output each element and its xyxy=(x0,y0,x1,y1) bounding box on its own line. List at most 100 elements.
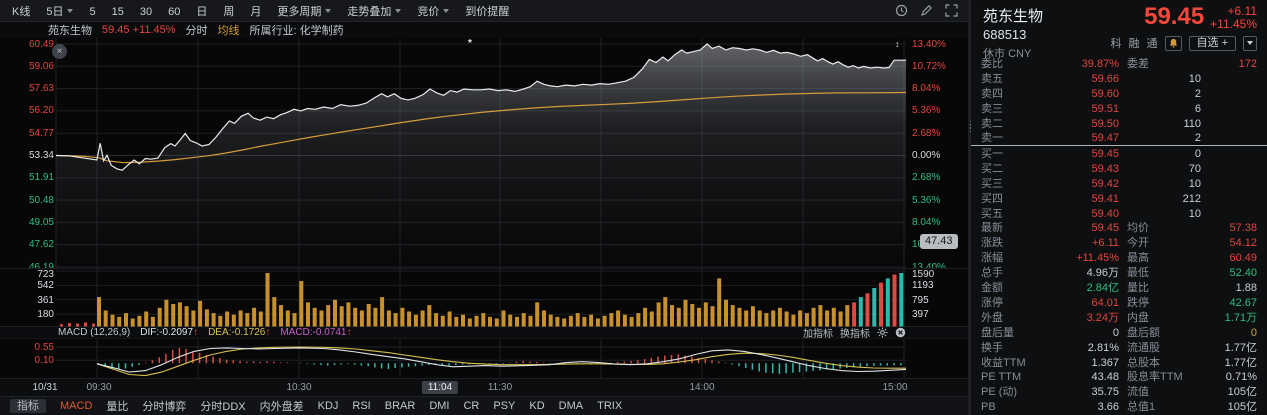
stock-name: 苑东生物 xyxy=(983,8,1044,25)
dif-line xyxy=(96,347,907,373)
legend-avg-label[interactable]: 均线 xyxy=(217,25,240,37)
order-book-row-卖二[interactable]: 卖二 59.50 110 xyxy=(981,118,1201,131)
stat-row-PE TTM: PE TTM 43.48 股息率TTM 0.71% xyxy=(981,371,1257,384)
chart-legend-row: 苑东生物 59.45 +11.45% 分时 均线 所属行业: 化学制药 xyxy=(0,22,968,38)
weibi-row: 委比 39.87% 委差 172 xyxy=(981,58,1257,71)
switch-indicator-button[interactable]: 换指标 xyxy=(840,329,870,340)
time-label-14:00: 14:00 xyxy=(689,382,715,393)
stat-row-盘后量: 盘后量 0 盘后额 0 xyxy=(981,326,1257,339)
last-price: 59.45 xyxy=(1144,3,1205,30)
chevron-down-icon xyxy=(443,8,450,13)
price-change: +6.11 +11.45% xyxy=(1210,4,1257,31)
add-indicator-button[interactable]: 加指标 xyxy=(803,329,833,340)
tab-KDJ[interactable]: KDJ xyxy=(317,400,339,412)
order-book-row-买四[interactable]: 买四 59.41 212 xyxy=(981,192,1201,205)
tab-DMI[interactable]: DMI xyxy=(429,400,450,412)
tab-指标[interactable]: 指标 xyxy=(10,399,46,413)
close-overlay-icon[interactable]: × xyxy=(52,44,67,59)
order-book-row-买五[interactable]: 买五 59.40 10 xyxy=(981,207,1201,220)
toolbar-item-周[interactable]: 周 xyxy=(223,5,235,18)
time-axis: 10/31 09:30 10:30 11:04 11:30 14:00 15:00 xyxy=(0,378,968,396)
order-book-row-卖一[interactable]: 卖一 59.47 2 xyxy=(971,132,1267,147)
stat-row-涨幅: 涨幅 +11.45% 最高 60.49 xyxy=(981,252,1257,265)
badge-通: 通 xyxy=(1146,38,1158,50)
add-watchlist-button[interactable]: 自选 + xyxy=(1188,35,1236,51)
period-items: K线 5日 5 15 30 60 日 周 月 更多周期 走势叠加 竞价 到价提醒 xyxy=(12,2,525,20)
volume-bars xyxy=(97,273,904,327)
chevron-down-icon xyxy=(325,8,332,13)
legend-industry[interactable]: 所属行业: 化学制药 xyxy=(249,25,344,37)
event-star-marker: * xyxy=(468,38,472,49)
stock-badges: 科融通 自选 + xyxy=(1111,35,1257,51)
tab-TRIX[interactable]: TRIX xyxy=(597,400,623,412)
order-book-row-卖五[interactable]: 卖五 59.66 10 xyxy=(981,73,1201,86)
tab-RSI[interactable]: RSI xyxy=(352,400,371,412)
axis-value-badge: 47.43 xyxy=(920,234,958,249)
order-book-row-卖四[interactable]: 卖四 59.60 2 xyxy=(981,88,1201,101)
badge-融: 融 xyxy=(1128,38,1140,50)
watchlist-dropdown-button[interactable] xyxy=(1243,35,1257,51)
macd-pane[interactable]: 0.55 0.10 xyxy=(0,339,968,378)
chart-column: K线 5日 5 15 30 60 日 周 月 更多周期 走势叠加 竞价 到价提醒 苑东生物 59.45 … xyxy=(0,0,968,415)
order-book-row-买二[interactable]: 买二 59.43 70 xyxy=(981,162,1201,175)
toolbar-item-更多周期[interactable]: 更多周期 xyxy=(277,3,332,19)
tab-PSY[interactable]: PSY xyxy=(493,400,516,412)
divider-grip-icon[interactable]: ⋮ ⋮ xyxy=(966,119,975,133)
order-book-row-买一[interactable]: 买一 59.45 0 xyxy=(981,147,1201,160)
toolbar-item-日[interactable]: 日 xyxy=(196,5,208,18)
draw-pen-icon[interactable] xyxy=(920,4,933,17)
stat-row-金额: 金额 2.84亿 量比 1.88 xyxy=(981,282,1257,295)
order-book-row-卖三[interactable]: 卖三 59.51 6 xyxy=(981,103,1201,116)
tab-内外盘差[interactable]: 内外盘差 xyxy=(259,401,304,413)
tab-DMA[interactable]: DMA xyxy=(558,400,584,412)
toolbar-item-15[interactable]: 15 xyxy=(111,5,124,18)
tab-分时DDX[interactable]: 分时DDX xyxy=(200,401,246,413)
legend-stock-name: 苑东生物 xyxy=(48,25,92,37)
tab-MACD[interactable]: MACD xyxy=(60,400,93,412)
tab-CR[interactable]: CR xyxy=(463,400,480,412)
stat-row-最新: 最新 59.45 均价 57.38 xyxy=(981,222,1257,235)
time-label-15:00: 15:00 xyxy=(882,382,908,393)
badge-科: 科 xyxy=(1110,38,1122,50)
toolbar-item-月[interactable]: 月 xyxy=(250,5,262,18)
alert-bell-icon[interactable] xyxy=(1164,35,1182,51)
volume-chart xyxy=(56,269,906,327)
toolbar-item-竞价[interactable]: 竞价 xyxy=(417,3,450,19)
tab-BRAR[interactable]: BRAR xyxy=(384,400,416,412)
close-indicator-icon[interactable] xyxy=(895,327,906,338)
macd-macd-value: MACD:-0.0741↑ xyxy=(280,327,352,338)
tab-KD[interactable]: KD xyxy=(529,400,545,412)
indicator-tab-bar: 指标 MACD 量比 分时博弈 分时DDX 内外盘差 KDJ RSI BRAR DMI CR PSY K… xyxy=(0,396,968,415)
macd-dea-value: DEA:-0.1726↑ xyxy=(208,327,271,338)
toolbar-item-走势叠加[interactable]: 走势叠加 xyxy=(347,3,402,19)
time-label-10/31: 10/31 xyxy=(32,382,58,393)
toolbar-item-60[interactable]: 60 xyxy=(168,5,181,18)
toolbar-item-5日[interactable]: 5日 xyxy=(46,3,74,19)
stock-code: 688513 xyxy=(983,27,1027,42)
tab-量比[interactable]: 量比 xyxy=(106,401,129,413)
period-toolbar: K线 5日 5 15 30 60 日 周 月 更多周期 走势叠加 竞价 到价提醒 xyxy=(0,0,968,22)
volume-pane[interactable]: 723 542 361 180 1590 1193 795 397 xyxy=(0,268,968,327)
indicator-settings-gear-icon[interactable] xyxy=(877,327,888,338)
time-label-10:30: 10:30 xyxy=(286,382,312,393)
toolbar-item-5[interactable]: 5 xyxy=(89,5,96,18)
tab-分时博弈[interactable]: 分时博弈 xyxy=(142,401,187,413)
toolbar-item-K线[interactable]: K线 xyxy=(12,5,31,18)
order-book-row-买三[interactable]: 买三 59.42 10 xyxy=(981,177,1201,190)
toolbar-item-30[interactable]: 30 xyxy=(139,5,153,18)
quote-rows: 委比 39.87% 委差 172 卖五 59.66 10 卖四 59.60 2 卖三 59.51 6 卖二… xyxy=(971,57,1267,415)
price-chart xyxy=(55,38,907,269)
time-label-11:30: 11:30 xyxy=(487,382,513,393)
panel-divider[interactable]: ⋮ ⋮ xyxy=(966,0,975,415)
toolbar-item-到价提醒[interactable]: 到价提醒 xyxy=(465,5,510,18)
price-area-fill xyxy=(56,43,906,269)
fullscreen-icon[interactable] xyxy=(945,4,958,17)
chevron-down-icon xyxy=(395,8,402,13)
updown-arrow-marker: ↕ xyxy=(895,39,900,49)
history-clock-icon[interactable] xyxy=(895,4,908,17)
toolbar-icons xyxy=(895,4,958,17)
price-pane[interactable]: 60.49 59.06 57.63 56.20 54.77 53.34 51.91 50.48… xyxy=(0,38,968,273)
avg-price-line xyxy=(55,91,907,164)
stat-row-总手: 总手 4.96万 最低 52.40 xyxy=(981,267,1257,280)
macd-dif-value: DIF:-0.2097↑ xyxy=(140,327,199,338)
